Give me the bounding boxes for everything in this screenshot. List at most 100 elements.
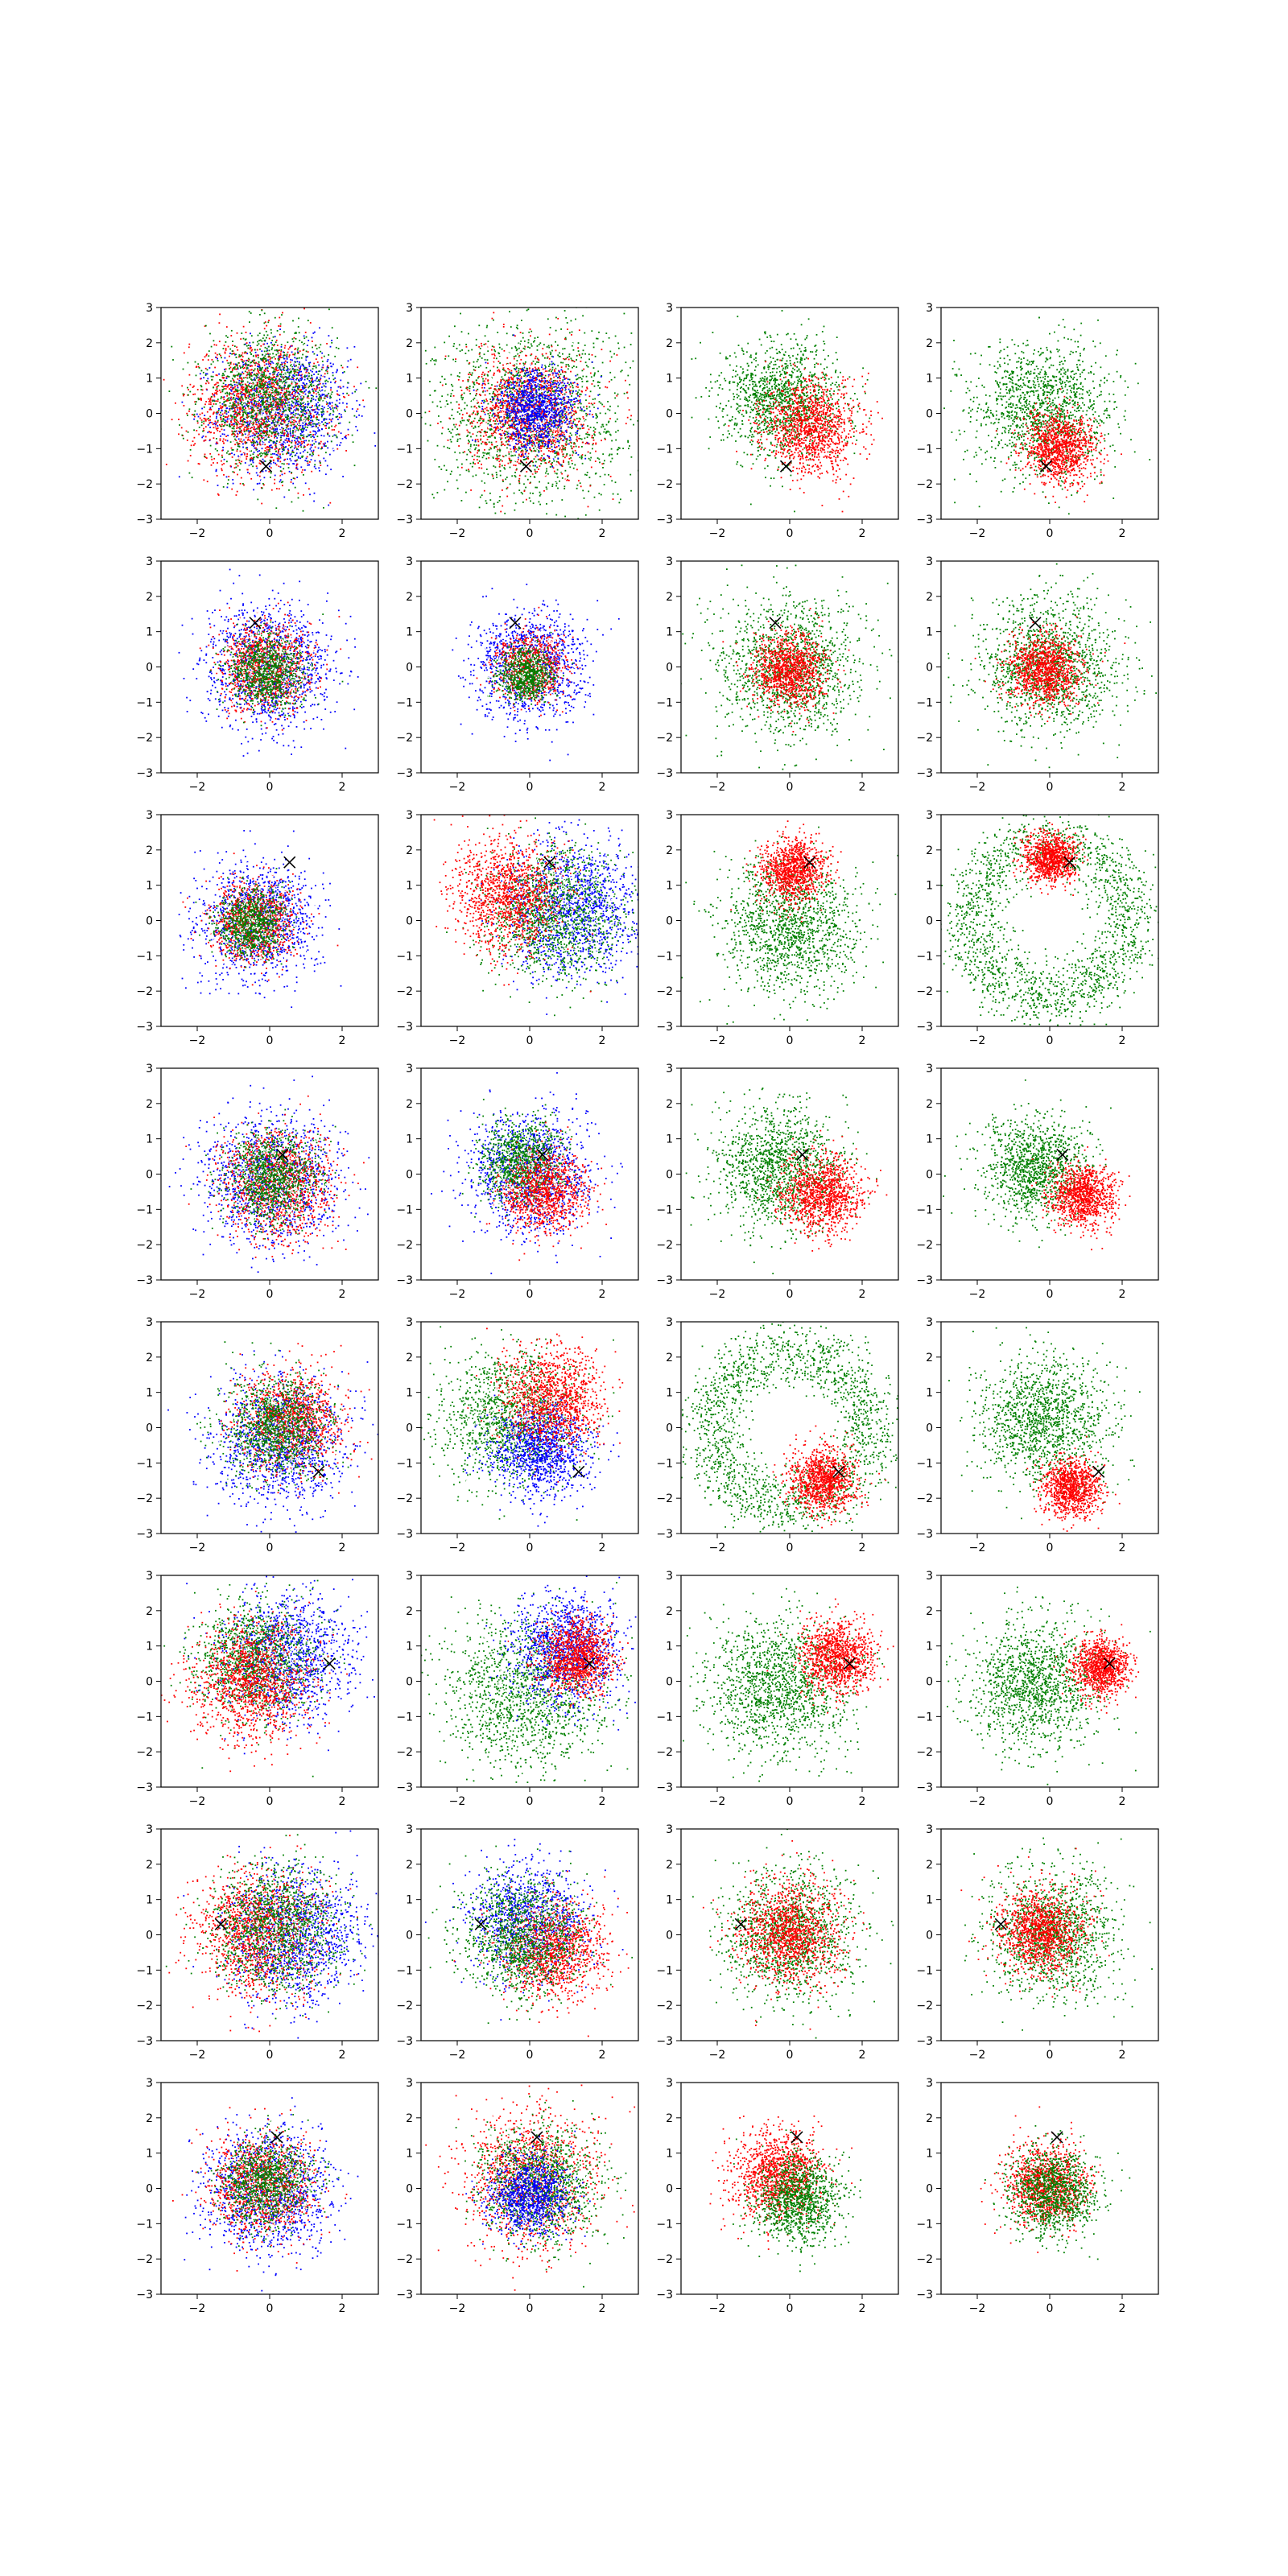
blue-point (311, 447, 312, 448)
red-point (243, 373, 245, 374)
green-point (263, 452, 265, 454)
white-point (238, 390, 240, 392)
green-point (282, 463, 283, 464)
red-point (200, 378, 201, 380)
blue-point (337, 419, 339, 420)
white-point (329, 391, 331, 393)
red-point (280, 392, 282, 394)
green-point (274, 357, 275, 358)
red-point (241, 460, 242, 462)
blue-point (269, 466, 270, 468)
red-point (240, 338, 242, 340)
green-point (595, 413, 597, 415)
green-point (478, 366, 480, 368)
green-point (271, 378, 273, 380)
blue-point (361, 415, 363, 417)
red-point (312, 409, 314, 411)
green-point (280, 440, 282, 441)
red-point (311, 422, 312, 423)
white-point (276, 373, 278, 374)
green-point (262, 483, 264, 485)
green-point (265, 460, 266, 462)
white-point (246, 419, 247, 420)
blue-point (204, 415, 205, 416)
red-point (204, 418, 205, 419)
green-point (249, 311, 250, 312)
white-point (303, 411, 305, 413)
green-point (204, 407, 205, 408)
red-point (234, 435, 236, 436)
blue-point (265, 470, 266, 472)
red-point (310, 444, 312, 446)
green-point (291, 376, 293, 378)
green-point (520, 352, 522, 353)
red-point (193, 386, 195, 387)
green-point (551, 345, 552, 346)
green-point (289, 392, 291, 394)
white-point (237, 372, 238, 374)
red-point (284, 432, 286, 434)
green-point (233, 433, 234, 435)
red-point (216, 400, 217, 402)
green-point (223, 425, 225, 427)
green-point (267, 425, 269, 427)
green-point (298, 348, 299, 349)
green-point (291, 452, 293, 453)
green-point (312, 347, 313, 349)
green-point (332, 410, 334, 411)
red-point (242, 356, 244, 357)
red-point (281, 390, 283, 391)
green-point (580, 357, 582, 358)
red-point (219, 414, 221, 415)
green-point (250, 455, 251, 456)
green-point (330, 413, 332, 415)
red-point (281, 371, 283, 373)
green-point (232, 449, 233, 451)
green-point (518, 370, 519, 372)
green-point (301, 357, 303, 359)
green-point (521, 492, 522, 493)
blue-point (193, 419, 195, 420)
green-point (297, 408, 299, 410)
green-point (510, 455, 512, 456)
white-point (274, 361, 275, 363)
red-point (166, 464, 167, 465)
blue-point (281, 427, 283, 428)
green-point (325, 395, 327, 397)
green-point (227, 336, 229, 338)
blue-point (336, 444, 338, 446)
blue-point (207, 374, 208, 375)
green-point (232, 341, 233, 342)
green-point (295, 353, 296, 354)
white-point (214, 417, 216, 419)
red-point (225, 440, 226, 441)
green-point (539, 504, 541, 506)
green-point (181, 435, 183, 436)
blue-point (216, 469, 217, 471)
green-point (321, 369, 323, 370)
green-point (252, 418, 254, 419)
green-point (295, 413, 297, 415)
blue-point (278, 460, 279, 462)
green-point (284, 394, 286, 396)
blue-point (302, 388, 303, 390)
green-point (320, 398, 322, 400)
white-point (322, 374, 324, 376)
white-point (301, 366, 303, 368)
green-point (261, 435, 262, 436)
green-point (275, 416, 276, 418)
green-point (273, 431, 275, 433)
green-point (325, 445, 327, 447)
red-point (254, 365, 256, 366)
white-point (324, 392, 326, 394)
red-point (194, 401, 196, 402)
blue-point (259, 365, 261, 367)
green-point (234, 416, 236, 418)
blue-point (328, 436, 330, 437)
white-point (344, 404, 345, 406)
green-point (231, 330, 233, 332)
blue-point (266, 343, 268, 345)
red-point (243, 485, 245, 486)
blue-point (229, 408, 230, 410)
green-point (313, 390, 315, 392)
